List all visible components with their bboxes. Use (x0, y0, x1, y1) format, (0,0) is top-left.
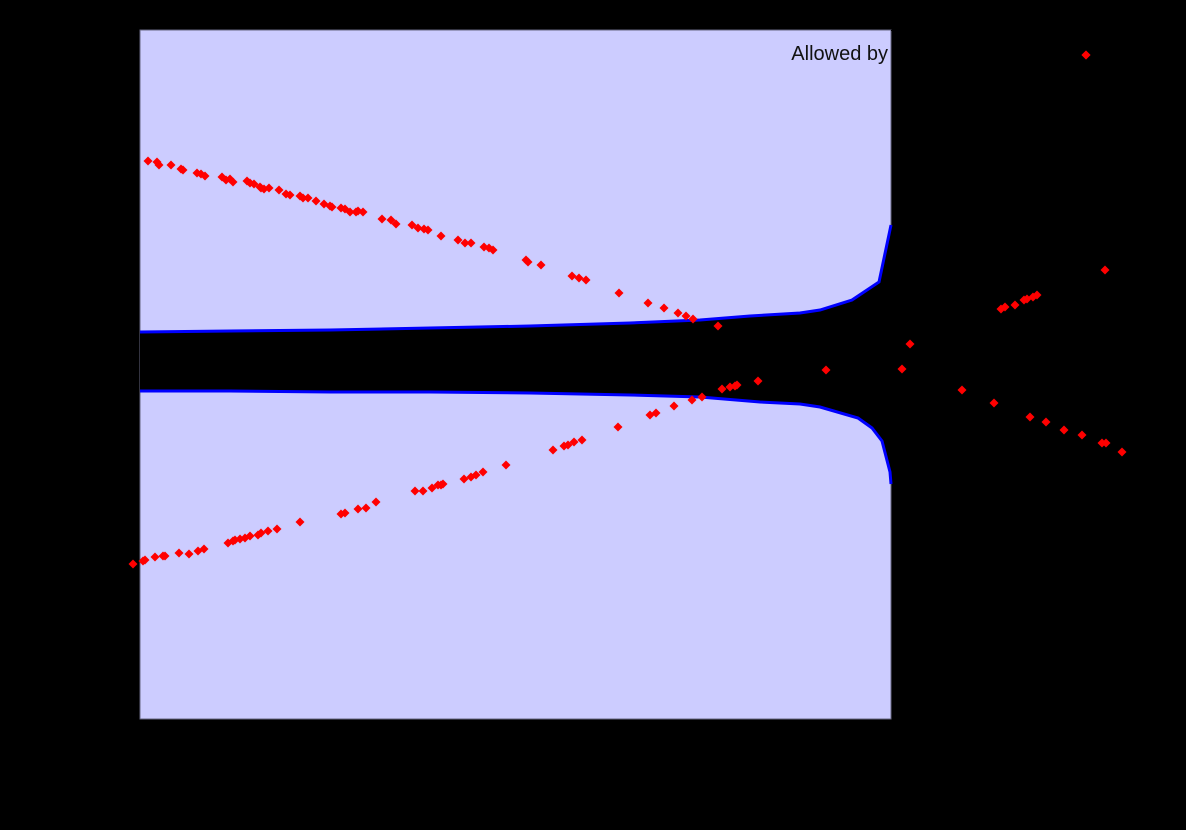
data-point (245, 531, 255, 541)
data-point (574, 273, 584, 283)
data-point (614, 288, 624, 298)
data-point (577, 435, 587, 445)
data-point (536, 260, 546, 270)
data-point (669, 401, 679, 411)
data-point (263, 526, 273, 536)
data-point (140, 555, 150, 565)
data-point (466, 238, 476, 248)
data-point (256, 528, 266, 538)
data-point (298, 193, 308, 203)
data-point (957, 385, 967, 395)
data-point (154, 160, 164, 170)
data-point (303, 193, 313, 203)
data-point (264, 183, 274, 193)
data-point (581, 275, 591, 285)
data-point (643, 298, 653, 308)
data-point (460, 238, 470, 248)
data-point (1059, 425, 1069, 435)
data-point (418, 486, 428, 496)
data-point (272, 524, 282, 534)
data-point (377, 214, 387, 224)
data-point (295, 517, 305, 527)
data-points (128, 50, 1127, 569)
data-point (1101, 438, 1111, 448)
data-point (160, 551, 170, 561)
data-point (371, 497, 381, 507)
data-point (488, 245, 498, 255)
data-point (410, 486, 420, 496)
excluded-corridor (140, 225, 893, 484)
data-point (697, 392, 707, 402)
data-point (905, 339, 915, 349)
data-point (285, 190, 295, 200)
data-point (713, 321, 723, 331)
data-point (391, 219, 401, 229)
data-point (673, 308, 683, 318)
data-point (1100, 265, 1110, 275)
data-point (436, 231, 446, 241)
data-point (501, 460, 511, 470)
data-point (1117, 447, 1127, 457)
data-point (327, 202, 337, 212)
data-point (438, 479, 448, 489)
data-point (717, 384, 727, 394)
data-point (1077, 430, 1087, 440)
data-point (459, 474, 469, 484)
data-point (659, 303, 669, 313)
data-point (200, 171, 210, 181)
data-point (353, 504, 363, 514)
legend (891, 30, 1091, 60)
data-point (174, 548, 184, 558)
data-point (613, 422, 623, 432)
data-point (150, 552, 160, 562)
data-point (989, 398, 999, 408)
data-point (128, 559, 138, 569)
data-point (1041, 417, 1051, 427)
data-point (143, 156, 153, 166)
data-point (340, 508, 350, 518)
data-point (358, 207, 368, 217)
data-point (178, 165, 188, 175)
data-point (199, 544, 209, 554)
data-point (478, 467, 488, 477)
data-point (1010, 300, 1020, 310)
data-point (821, 365, 831, 375)
data-point (681, 311, 691, 321)
data-point (166, 160, 176, 170)
data-point (753, 376, 763, 386)
data-point (1032, 290, 1042, 300)
data-point (651, 408, 661, 418)
data-point (413, 223, 423, 233)
data-point (184, 549, 194, 559)
data-point (1025, 412, 1035, 422)
data-point (1000, 302, 1010, 312)
data-point (688, 314, 698, 324)
data-point (361, 503, 371, 513)
legend-label-allowed: Allowed by (791, 43, 888, 65)
upper-boundary-curve (139, 224, 893, 334)
data-point (345, 207, 355, 217)
data-point (897, 364, 907, 374)
data-point (687, 395, 697, 405)
data-point (274, 185, 284, 195)
data-point (453, 235, 463, 245)
data-point (228, 177, 238, 187)
legend-diamond-marker-icon (891, 30, 1091, 60)
data-point (423, 225, 433, 235)
data-point (523, 257, 533, 267)
data-point (471, 470, 481, 480)
data-point (567, 271, 577, 281)
data-point (569, 437, 579, 447)
lower-boundary-curve (140, 389, 893, 485)
data-point (732, 380, 742, 390)
data-point (548, 445, 558, 455)
plot-area (128, 29, 1127, 720)
data-point (311, 196, 321, 206)
